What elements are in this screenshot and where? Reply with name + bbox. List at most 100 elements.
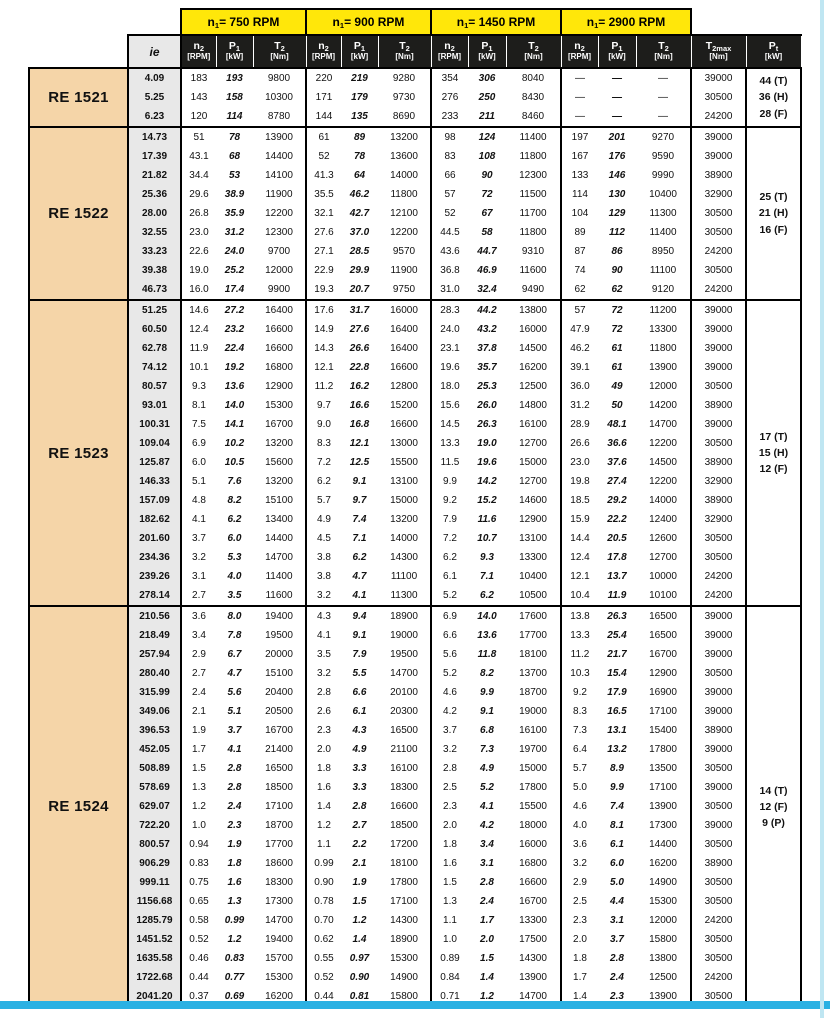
- cell-p1: 29.9: [341, 261, 378, 280]
- cell-p1: 14.2: [468, 472, 506, 491]
- cell-ie: 80.57: [127, 377, 182, 396]
- unit-label: [RPM]: [311, 52, 336, 62]
- cell-n2: 2.5: [431, 778, 468, 797]
- cell-t2: 14700: [253, 911, 307, 930]
- cell-t2: 14700: [636, 415, 692, 434]
- cell-t2: 13800: [506, 299, 562, 320]
- cell-n2: 12.1: [306, 358, 341, 377]
- cell-p1: 44.7: [468, 242, 506, 261]
- cell-p1: 2.4: [468, 892, 506, 911]
- table-row: 1722.68 0.44 0.77 15300 0.52 0.90 14900 0.84 1.4…: [29, 968, 801, 987]
- t2max-column-header: T2max [Nm]: [690, 34, 747, 69]
- cell-n2: 0.99: [306, 854, 341, 873]
- cell-t2: 18600: [253, 854, 307, 873]
- cell-t2: 18500: [253, 778, 307, 797]
- cell-t2max: 30500: [691, 949, 747, 968]
- cell-n2: 3.2: [431, 740, 468, 759]
- cell-n2: 26.8: [181, 204, 216, 223]
- cell-p1: 72: [598, 320, 636, 339]
- cell-p1: 1.4: [341, 930, 378, 949]
- cell-t2: 21100: [378, 740, 432, 759]
- cell-n2: 7.3: [561, 721, 598, 740]
- cell-t2: 12900: [506, 510, 562, 529]
- cell-p1: 0.77: [216, 968, 253, 987]
- cell-p1: 135: [341, 107, 378, 127]
- cell-t2: 14200: [636, 396, 692, 415]
- cell-t2max: 30500: [691, 835, 747, 854]
- cell-t2: 14900: [636, 873, 692, 892]
- unit-label: [RPM]: [437, 52, 462, 62]
- cell-n2: 2.6: [306, 702, 341, 721]
- subscript: 2: [280, 43, 285, 53]
- cell-n2: 6.1: [431, 567, 468, 586]
- cell-t2: 16400: [253, 299, 307, 320]
- cell-p1: 68: [216, 147, 253, 166]
- cell-t2: 18300: [253, 873, 307, 892]
- cell-n2: 19.0: [181, 261, 216, 280]
- cell-p1: 2.7: [341, 816, 378, 835]
- cell-n2: 10.1: [181, 358, 216, 377]
- cell-n2: 0.94: [181, 835, 216, 854]
- cell-p1: 250: [468, 88, 506, 107]
- cell-ie: 999.11: [127, 873, 182, 892]
- cell-t2: 18500: [378, 816, 432, 835]
- cell-p1: 2.8: [216, 778, 253, 797]
- cell-p1: 22.2: [598, 510, 636, 529]
- cell-p1: 179: [341, 88, 378, 107]
- cell-n2: 22.9: [306, 261, 341, 280]
- cell-t2: 11200: [636, 299, 692, 320]
- cell-t2: 11400: [506, 126, 562, 147]
- cell-p1: 22.4: [216, 339, 253, 358]
- cell-n2: 2.5: [561, 892, 598, 911]
- cell-n2: 22.6: [181, 242, 216, 261]
- table-row: 25.36 29.6 38.9 11900 35.5 46.2 11800 57 72 11500…: [29, 185, 801, 204]
- cell-n2: 1.4: [306, 797, 341, 816]
- table-row: 396.53 1.9 3.7 16700 2.3 4.3 16500 3.7 6.8 16100 7…: [29, 721, 801, 740]
- cell-p1: 11.6: [468, 510, 506, 529]
- cell-t2: 15100: [253, 664, 307, 683]
- cell-t2: 11800: [506, 223, 562, 242]
- corner-blank: [29, 35, 128, 68]
- cell-ie: 157.09: [127, 491, 182, 510]
- cell-n2: 36.8: [431, 261, 468, 280]
- cell-p1: 9.1: [341, 626, 378, 645]
- cell-t2: 13300: [506, 548, 562, 567]
- cell-n2: 1.3: [181, 778, 216, 797]
- cell-n2: 62: [561, 280, 598, 300]
- subscript: 2: [405, 43, 410, 53]
- cell-p1: 44.2: [468, 299, 506, 320]
- cell-n2: 0.58: [181, 911, 216, 930]
- cell-t2: 19500: [253, 626, 307, 645]
- cell-p1: 14.0: [216, 396, 253, 415]
- cell-t2: 15000: [378, 491, 432, 510]
- subscript: 2: [324, 43, 329, 53]
- cell-n2: 31.2: [561, 396, 598, 415]
- cell-t2: 11600: [506, 261, 562, 280]
- cell-t2max: 38900: [691, 854, 747, 873]
- cell-n2: 3.1: [181, 567, 216, 586]
- cell-t2: —: [636, 107, 692, 127]
- cell-t2: 13100: [378, 472, 432, 491]
- cell-t2max: 30500: [691, 797, 747, 816]
- cell-n2: 4.1: [181, 510, 216, 529]
- cell-n2: 0.90: [306, 873, 341, 892]
- cell-n2: 14.5: [431, 415, 468, 434]
- cell-n2: 133: [561, 166, 598, 185]
- table-row: 1451.52 0.52 1.2 19400 0.62 1.4 18900 1.0 2.0 175…: [29, 930, 801, 949]
- subcol-header-n2: n2 [RPM]: [430, 34, 469, 69]
- cell-ie: 906.29: [127, 854, 182, 873]
- cell-t2: 13500: [636, 759, 692, 778]
- subcol-header-p1: P1 [kW]: [597, 34, 637, 69]
- cell-n2: 1.7: [561, 968, 598, 987]
- cell-t2: 19500: [378, 645, 432, 664]
- cell-n2: 2.4: [181, 683, 216, 702]
- cell-p1: 36.6: [598, 434, 636, 453]
- cell-t2: 17800: [378, 873, 432, 892]
- table-row: 452.05 1.7 4.1 21400 2.0 4.9 21100 3.2 7.3 19700 6…: [29, 740, 801, 759]
- corner-blank: [29, 9, 181, 35]
- cell-p1: 58: [468, 223, 506, 242]
- cell-t2max: 39000: [691, 299, 747, 320]
- cell-n2: —: [561, 107, 598, 127]
- cell-n2: 0.62: [306, 930, 341, 949]
- cell-n2: 233: [431, 107, 468, 127]
